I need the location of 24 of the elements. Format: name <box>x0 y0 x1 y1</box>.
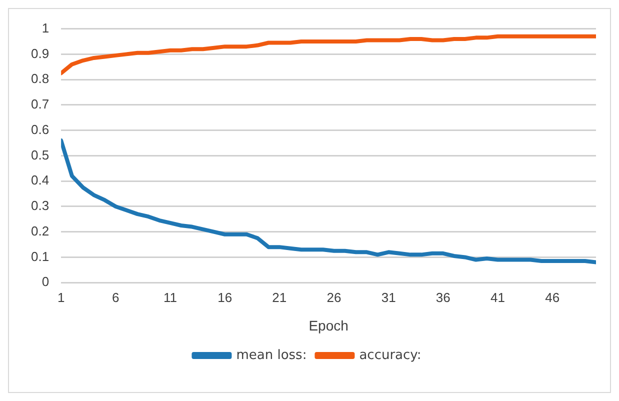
x-tick-label: 31 <box>381 290 396 305</box>
x-tick-label: 11 <box>163 290 177 305</box>
x-tick-label: 16 <box>218 290 232 305</box>
y-tick-label: 0.9 <box>30 46 50 61</box>
y-tick-label: 0.6 <box>30 122 50 137</box>
y-tick-label: 0.8 <box>30 71 50 86</box>
legend-label: accuracy: <box>359 348 422 363</box>
y-tick-label: 1 <box>42 20 50 36</box>
y-tick-label: 0.7 <box>30 96 50 112</box>
x-tick-label: 36 <box>436 290 450 305</box>
x-tick-label: 1 <box>57 290 65 305</box>
y-tick-label: 0.5 <box>30 147 50 162</box>
legend-label: mean loss: <box>236 348 307 363</box>
x-axis-title: Epoch <box>308 317 348 334</box>
y-tick-label: 0.4 <box>30 172 50 188</box>
y-tick-label: 0 <box>42 274 50 290</box>
x-tick-label: 6 <box>112 290 120 305</box>
x-tick-label: 26 <box>326 290 342 305</box>
x-tick-label: 46 <box>545 290 560 305</box>
x-tick-label: 41 <box>490 290 505 305</box>
y-tick-label: 0.2 <box>30 223 50 238</box>
y-tick-label: 0.1 <box>30 248 50 264</box>
x-tick-label: 21 <box>272 290 287 305</box>
y-tick-label: 0.3 <box>30 198 50 214</box>
